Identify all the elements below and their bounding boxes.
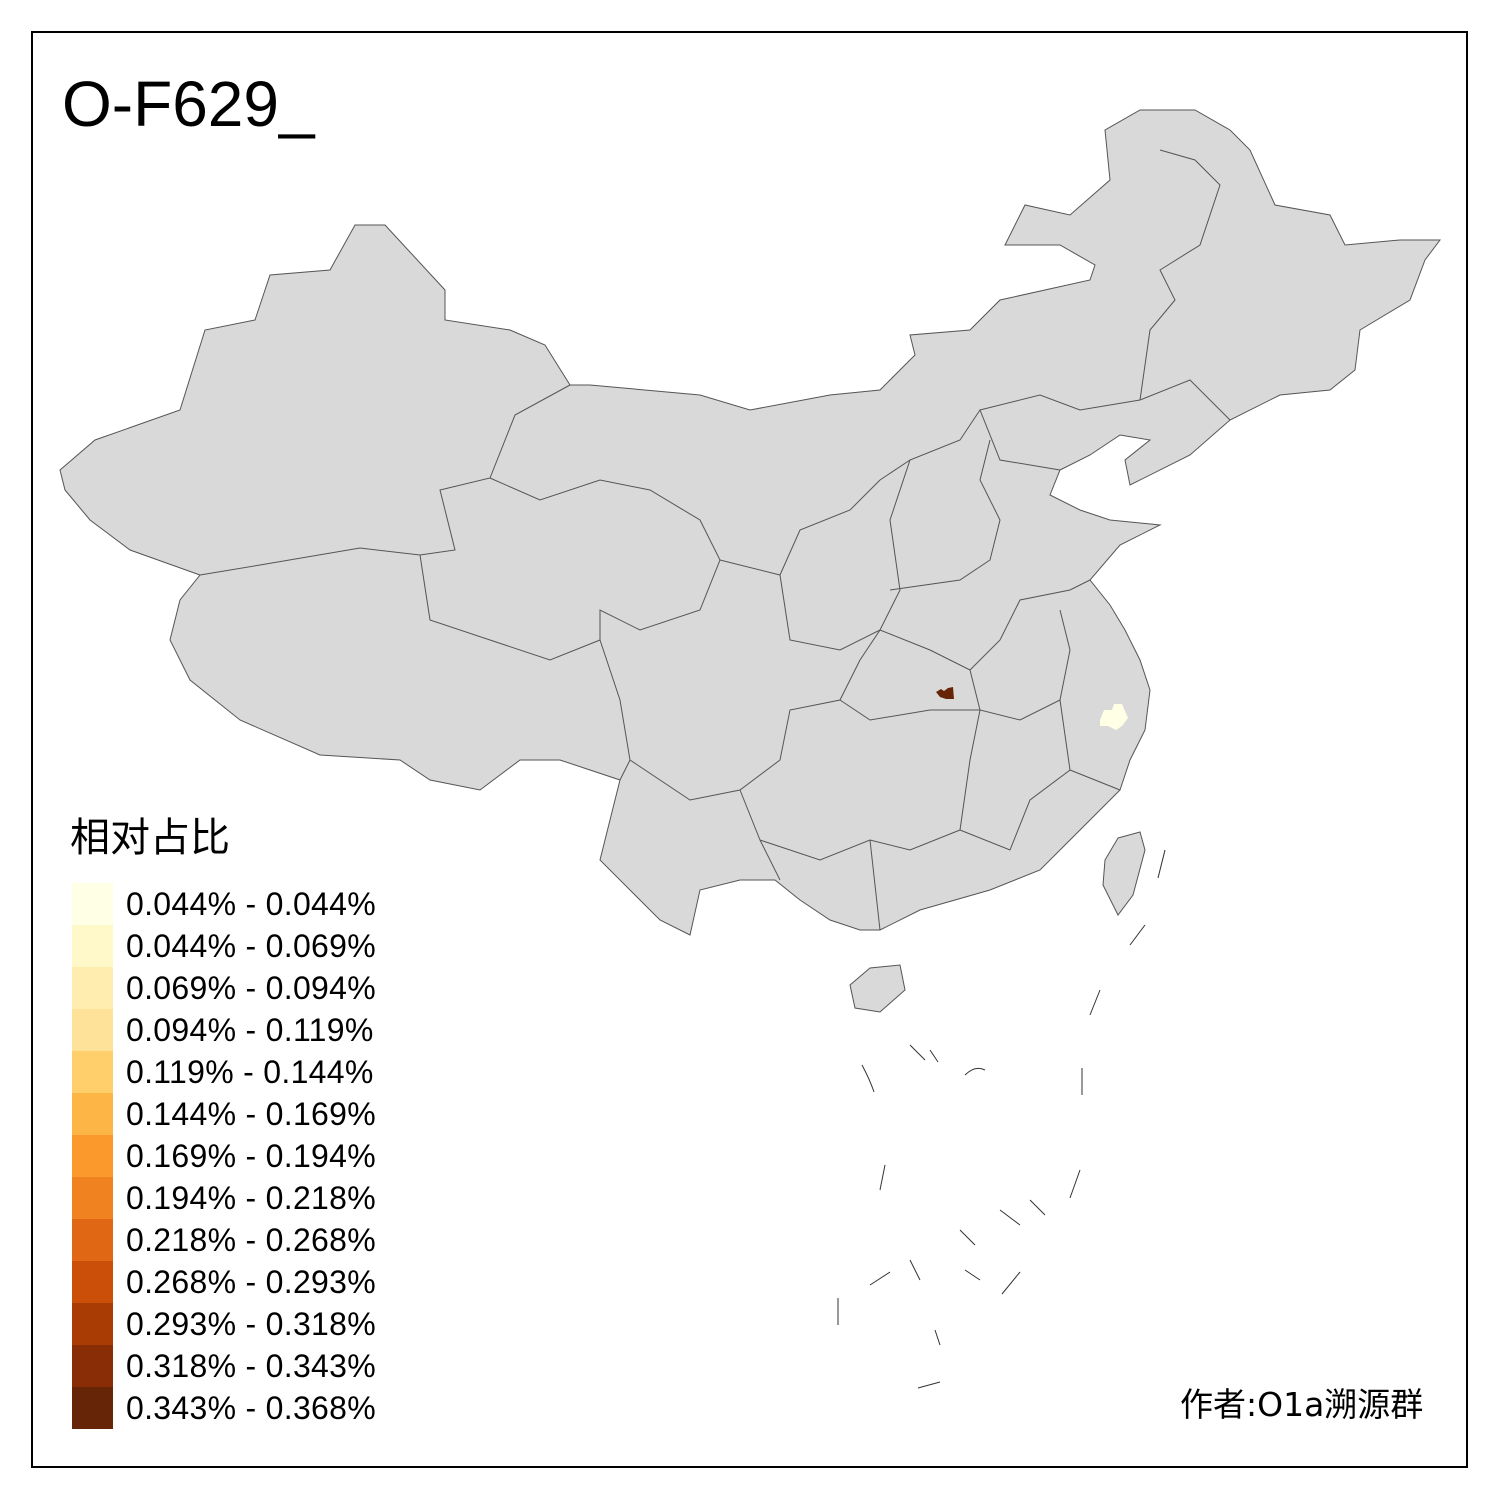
province-borders: [199, 149, 1231, 931]
legend-label: 0.194% - 0.218%: [126, 1180, 376, 1216]
legend-label: 0.218% - 0.268%: [126, 1222, 376, 1258]
legend-item: 0.119% - 0.144%: [72, 1051, 376, 1093]
region-lowest-bin: [1100, 704, 1128, 730]
legend-label: 0.044% - 0.044%: [126, 886, 376, 922]
legend-label: 0.293% - 0.318%: [126, 1306, 376, 1342]
legend-swatch: [72, 1261, 113, 1303]
legend-swatch: [72, 1051, 113, 1093]
legend-label: 0.144% - 0.169%: [126, 1096, 376, 1132]
legend-label: 0.343% - 0.368%: [126, 1390, 376, 1426]
legend-label: 0.318% - 0.343%: [126, 1348, 376, 1384]
legend-swatch: [72, 1219, 113, 1261]
legend-item: 0.194% - 0.218%: [72, 1177, 376, 1219]
legend-item: 0.268% - 0.293%: [72, 1261, 376, 1303]
legend-label: 0.094% - 0.119%: [126, 1012, 374, 1048]
legend-label: 0.119% - 0.144%: [126, 1054, 374, 1090]
region-highest-bin: [936, 687, 954, 699]
legend-swatch: [72, 925, 113, 967]
south-china-sea-islands: [837, 849, 1166, 1389]
legend-swatch: [72, 883, 113, 925]
legend-item: 0.069% - 0.094%: [72, 967, 376, 1009]
legend-title: 相对占比: [70, 815, 230, 861]
legend-swatch: [72, 1093, 113, 1135]
china-mainland: [59, 109, 1441, 936]
plot-frame: [31, 31, 1468, 1468]
legend-swatch: [72, 1303, 113, 1345]
author-credit: 作者:O1a溯源群: [1180, 1385, 1424, 1424]
legend-item: 0.343% - 0.368%: [72, 1387, 376, 1429]
legend: 0.044% - 0.044% 0.044% - 0.069% 0.069% - 0…: [72, 883, 376, 1429]
legend-label: 0.268% - 0.293%: [126, 1264, 376, 1300]
legend-item: 0.144% - 0.169%: [72, 1093, 376, 1135]
map-title: O-F629_: [62, 68, 315, 140]
legend-item: 0.044% - 0.069%: [72, 925, 376, 967]
taiwan-island: [1102, 831, 1146, 916]
legend-item: 0.094% - 0.119%: [72, 1009, 376, 1051]
legend-item: 0.169% - 0.194%: [72, 1135, 376, 1177]
legend-label: 0.044% - 0.069%: [126, 928, 376, 964]
legend-item: 0.318% - 0.343%: [72, 1345, 376, 1387]
legend-item: 0.293% - 0.318%: [72, 1303, 376, 1345]
legend-item: 0.044% - 0.044%: [72, 883, 376, 925]
legend-label: 0.069% - 0.094%: [126, 970, 376, 1006]
legend-swatch: [72, 967, 113, 1009]
legend-label: 0.169% - 0.194%: [126, 1138, 376, 1174]
legend-swatch: [72, 1009, 113, 1051]
legend-item: 0.218% - 0.268%: [72, 1219, 376, 1261]
legend-swatch: [72, 1135, 113, 1177]
legend-swatch: [72, 1177, 113, 1219]
legend-swatch: [72, 1345, 113, 1387]
legend-swatch: [72, 1387, 113, 1429]
hainan-island: [849, 964, 906, 1013]
